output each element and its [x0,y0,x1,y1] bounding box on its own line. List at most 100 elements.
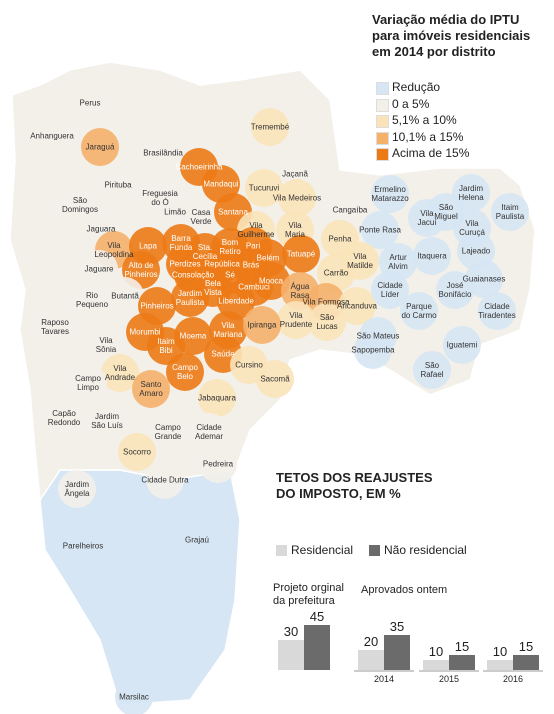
value-label: 10 [492,644,508,659]
district-label: Freguesia do Ó [142,189,178,207]
value-label: 10 [428,644,444,659]
bar [423,660,449,670]
district-label: Ermelino Matarazzo [371,185,409,203]
district-label: Belém [256,253,280,263]
district-label: São Rafael [420,361,444,379]
bar [304,625,330,670]
legend-label: Residencial [291,543,354,557]
district-area [73,281,111,319]
legend-label: Acima de 15% [392,146,470,160]
district-area [33,117,71,155]
district-area [371,271,409,309]
annotation: Aprovados ontem [361,584,448,596]
district-area [338,287,376,325]
district-area [101,354,139,392]
district-label: Brasilândia [143,148,183,158]
district-label: Jaguare [84,264,114,274]
district-area [146,461,184,499]
district-area [80,250,118,288]
district-label: Pinheiros [140,301,174,311]
district-label: Sacomã [260,374,290,384]
district-label: Sé [225,270,235,280]
district-label: Barra Funda [169,234,193,252]
district-area [282,235,320,273]
district-label: São Miguel [434,203,458,221]
district-area [443,326,481,364]
district-label: Perus [79,98,101,108]
district-label: Mandaqui [203,179,239,189]
district-label: José Bonifácio [438,281,472,299]
district-area [199,445,237,483]
legend-swatch [376,115,389,128]
district-label: Iguatemi [446,340,478,350]
bar [384,635,410,670]
legend-swatch [376,98,389,112]
annotation: Projeto orginal da prefeitura [273,582,344,607]
district-label: Capão Redondo [47,409,81,427]
district-label: República [204,259,240,269]
district-label: Vila Guilherme [237,221,275,239]
value-label: 35 [389,619,405,634]
district-label: Moema [179,331,207,341]
district-label: Vila Prudente [279,311,313,329]
district-label: Bela Vista [204,279,222,297]
district-label: Campo Grande [154,423,182,441]
district-area [115,678,153,714]
district-label: Sta. Cecília [192,243,218,261]
district-label: Cidade Dutra [141,475,189,485]
district-label: Itaquera [417,251,447,261]
district-label: Jardim Helena [458,184,484,202]
district-label: Cidade Líder [377,281,403,299]
map-title: Variação média do IPTU para imóveis resi… [372,12,531,59]
bar [358,650,384,670]
district-area [478,292,516,330]
district-label: São Domingos [61,196,99,214]
district-area [166,353,204,391]
district-label: Saúde [211,349,235,359]
district-area [408,199,446,237]
district-label: Campo Limpo [75,374,101,392]
district-area [331,191,369,229]
district-label: Alto de Pinheiros [124,261,158,279]
district-label: Vila Sônia [95,336,117,354]
district-area [436,271,474,309]
district-label: Grajaú [184,535,210,545]
district-label: Jaguara [86,224,116,234]
value-label: 45 [309,609,325,624]
district-area [491,193,529,231]
district-area [361,211,399,249]
legend-swatch [376,148,389,161]
district-label: Bom Retiro [219,238,241,256]
district-label: Consolação [171,270,215,280]
district-label: Marsilac [119,692,149,702]
district-label: Parque do Carmo [401,302,437,320]
district-label: Cidade Ademar [194,423,224,441]
district-label: Santo Amaro [139,380,163,398]
district-label: Cidade Tiradentes [478,302,516,320]
district-area [178,521,216,559]
district-label: Tucuruvi [248,183,280,193]
district-label: Vila Andrade [104,364,136,382]
district-area [413,237,451,275]
district-label: Brás [242,260,260,270]
district-label: Pedreira [202,459,234,469]
value-label: 20 [363,634,379,649]
district-label: Carrão [323,268,349,278]
district-label: Perdizes [169,259,201,269]
district-area [45,399,83,437]
district-label: Santana [218,207,248,217]
district-area [190,413,228,451]
district-label: Jardim Paulista [175,289,205,307]
district-area [217,282,255,320]
district-label: Tatuapé [286,249,316,259]
district-label: Liberdade [218,296,254,306]
district-label: Cachoeirinha [175,162,223,172]
value-label: 15 [454,639,470,654]
district-area [278,179,316,217]
district-area [132,370,170,408]
district-label: Vila Matilde [347,252,373,270]
district-area [308,303,346,341]
district-area [371,175,409,213]
value-label: 15 [518,639,534,654]
